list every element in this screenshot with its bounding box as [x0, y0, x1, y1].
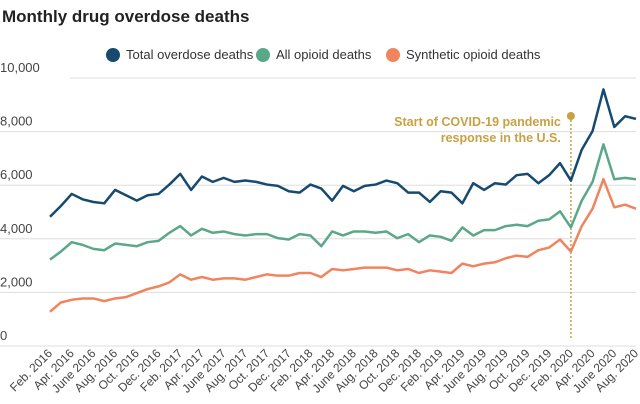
y-tick-label: 0: [0, 328, 7, 343]
legend-swatch: [386, 48, 400, 62]
annotation-text: Start of COVID-19 pandemic: [394, 115, 561, 129]
annotation-dot: [566, 112, 575, 120]
annotation-text: response in the U.S.: [441, 131, 561, 145]
series-line: [49, 143, 637, 261]
y-tick-label: 10,000: [0, 60, 40, 75]
legend-label: All opioid deaths: [276, 47, 372, 62]
legend-swatch: [256, 48, 270, 62]
legend-label: Total overdose deaths: [126, 47, 254, 62]
legend-label: Synthetic opioid deaths: [406, 47, 541, 62]
chart-title: Monthly drug overdose deaths: [2, 7, 249, 26]
y-tick-label: 8,000: [0, 114, 33, 129]
y-tick-label: 2,000: [0, 274, 33, 289]
series-line: [49, 88, 637, 218]
legend-swatch: [106, 48, 120, 62]
series-line: [49, 177, 637, 313]
legend: Total overdose deaths All opioid deaths Sy…: [106, 47, 541, 62]
y-tick-label: 6,000: [0, 167, 33, 182]
y-tick-label: 4,000: [0, 221, 33, 236]
